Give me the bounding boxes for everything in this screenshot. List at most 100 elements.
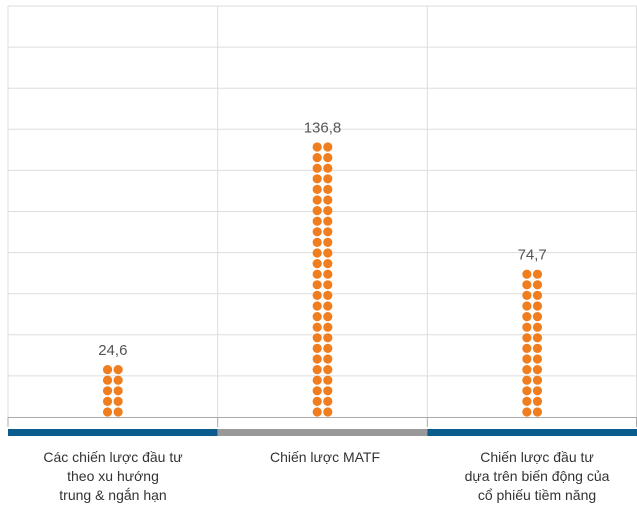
dot xyxy=(312,354,322,364)
dot xyxy=(312,259,322,269)
dot xyxy=(522,396,532,406)
dot xyxy=(323,142,333,152)
dot xyxy=(323,269,333,279)
dot xyxy=(312,343,322,353)
dot xyxy=(102,375,113,385)
dot xyxy=(522,301,532,311)
category-label-3: Chiến lược đầu tư dựa trên biến động của… xyxy=(464,449,610,503)
dot xyxy=(323,365,333,375)
dot xyxy=(312,206,322,216)
dot xyxy=(323,206,333,216)
dot xyxy=(323,153,333,163)
dot xyxy=(312,195,322,205)
category-label-1: Các chiến lược đầu tư theo xu hướng trun… xyxy=(43,449,183,503)
dot xyxy=(312,163,322,173)
value-label-1: 24,6 xyxy=(98,342,127,359)
dot-column-3 xyxy=(522,269,543,417)
dot xyxy=(522,312,532,322)
dot xyxy=(532,322,543,332)
dot xyxy=(113,365,123,375)
dot xyxy=(532,386,543,396)
dot xyxy=(323,386,333,396)
dot xyxy=(532,312,543,322)
dot xyxy=(312,142,322,152)
dot xyxy=(312,375,322,385)
value-label-2: 136,8 xyxy=(304,119,342,136)
dot xyxy=(312,227,322,237)
dot xyxy=(323,333,333,343)
value-labels: 24,6 136,8 74,7 xyxy=(98,119,547,359)
dot xyxy=(312,322,322,332)
dot xyxy=(532,354,543,364)
dot xyxy=(532,301,543,311)
dot xyxy=(323,195,333,205)
x-axis xyxy=(7,417,637,436)
dot xyxy=(113,407,123,417)
dot xyxy=(522,375,532,385)
dot xyxy=(532,365,543,375)
dot xyxy=(323,259,333,269)
dot xyxy=(312,365,322,375)
dot xyxy=(102,365,113,375)
dot xyxy=(323,322,333,332)
dot-columns xyxy=(102,142,543,417)
dot xyxy=(312,301,322,311)
dot xyxy=(323,312,333,322)
dot xyxy=(312,280,322,290)
dot xyxy=(312,216,322,226)
dot xyxy=(323,407,333,417)
dot xyxy=(113,396,123,406)
dot xyxy=(323,163,333,173)
dot xyxy=(312,396,322,406)
dot xyxy=(312,290,322,300)
dot xyxy=(532,290,543,300)
dot xyxy=(522,407,532,417)
dot xyxy=(323,237,333,247)
dot xyxy=(323,301,333,311)
dot xyxy=(312,248,322,258)
dot xyxy=(312,333,322,343)
dot xyxy=(532,407,543,417)
dot xyxy=(522,343,532,353)
value-label-3: 74,7 xyxy=(518,247,547,264)
dot xyxy=(323,354,333,364)
dot xyxy=(102,407,113,417)
dot xyxy=(312,312,322,322)
dot xyxy=(312,386,322,396)
dot xyxy=(113,375,123,385)
dot xyxy=(522,333,532,343)
dot xyxy=(323,290,333,300)
dot xyxy=(532,280,543,290)
dot xyxy=(532,375,543,385)
dot xyxy=(102,386,113,396)
dot xyxy=(323,216,333,226)
dot xyxy=(323,343,333,353)
dot xyxy=(532,333,543,343)
dot xyxy=(312,269,322,279)
dot xyxy=(522,280,532,290)
dot xyxy=(312,237,322,247)
dot xyxy=(522,354,532,364)
dot xyxy=(323,375,333,385)
dot xyxy=(522,290,532,300)
dot xyxy=(312,407,322,417)
dot xyxy=(323,396,333,406)
dot xyxy=(102,396,113,406)
dot xyxy=(522,365,532,375)
dot xyxy=(323,174,333,184)
dot xyxy=(323,280,333,290)
dot xyxy=(323,248,333,258)
dot-column-2 xyxy=(312,142,333,417)
category-band-2 xyxy=(217,429,428,436)
dot xyxy=(312,153,322,163)
dot xyxy=(113,386,123,396)
dot xyxy=(323,227,333,237)
dot xyxy=(312,174,322,184)
dot xyxy=(522,386,532,396)
category-label-2: Chiến lược MATF xyxy=(269,449,381,465)
dot xyxy=(522,269,532,279)
category-band-3 xyxy=(427,429,637,436)
category-band-1 xyxy=(8,429,218,436)
dot xyxy=(532,269,543,279)
